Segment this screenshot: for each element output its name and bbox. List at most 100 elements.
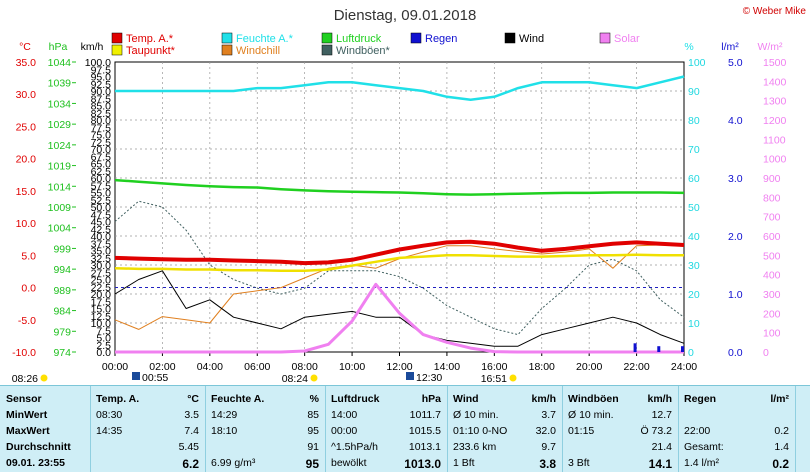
wind-tick-label: 100.0	[85, 57, 111, 69]
rain-bar	[681, 346, 684, 352]
wind-tick-label: 52.5	[91, 195, 112, 207]
temp-tick-label: -10.0	[12, 347, 36, 359]
stats-header: Temp. A.	[96, 393, 140, 405]
stats-sub: 01:15	[568, 425, 595, 437]
humidity-tick-label: 10	[688, 318, 700, 330]
series-line-windben	[114, 200, 685, 336]
wind-tick-label: 92.5	[91, 79, 112, 91]
wind-tick-label: 37.5	[91, 238, 112, 250]
solar-tick-label: 1500	[763, 57, 787, 69]
legend-label: Taupunkt*	[126, 45, 176, 57]
axis-unit: hPa	[49, 41, 68, 53]
stats-row-label: Sensor	[6, 393, 42, 405]
x-tick-label: 18:00	[529, 361, 555, 373]
plot-area	[114, 75, 685, 354]
legend-swatch	[111, 44, 123, 56]
series-line-feuchtea	[115, 75, 685, 101]
pressure-tick-label: 979	[53, 326, 71, 338]
wind-tick-label: 55.0	[91, 188, 112, 200]
humidity-tick-label: 20	[688, 289, 700, 301]
wind-tick-label: 75.0	[91, 130, 112, 142]
stats-unit: %	[309, 393, 319, 405]
stats-value: 3.8	[539, 457, 556, 471]
legend-swatch	[504, 32, 516, 44]
stats-sub: 18:10	[211, 425, 238, 437]
pressure-tick-label: 1039	[48, 78, 72, 90]
stats-row-label: MinWert	[6, 409, 48, 421]
temp-tick-label: 25.0	[16, 121, 37, 133]
temp-tick-label: 5.0	[21, 250, 36, 262]
solar-tick-label: 200	[763, 308, 781, 320]
weather-chart: Dienstag, 09.01.2018 © Weber Mike Temp. …	[12, 6, 807, 385]
series-line-solar	[115, 282, 684, 354]
wind-tick-label: 17.5	[91, 296, 112, 308]
stats-sub: 3 Bft	[568, 457, 590, 469]
humidity-tick-label: 30	[688, 260, 700, 272]
sun-icon	[310, 374, 318, 382]
x-tick-label: 04:00	[197, 361, 223, 373]
stats-value: 0.2	[772, 457, 789, 471]
rain-tick-label: 3.0	[728, 173, 743, 185]
sunrise-time: 08:26	[12, 373, 38, 385]
sun-icon	[509, 374, 517, 382]
series-line-luftdruck	[114, 178, 685, 196]
legend-label: Windböen*	[336, 45, 391, 57]
stats-value: 1.4	[774, 441, 789, 453]
stats-sub: 08:30	[96, 409, 123, 421]
rain-bar	[633, 343, 637, 352]
pressure-tick-label: 1004	[48, 223, 72, 235]
stats-row-label: 09.01. 23:55	[6, 457, 65, 469]
stats-value: 1013.1	[408, 441, 441, 453]
legend-label: Wind	[519, 33, 544, 45]
wind-tick-label: 32.5	[91, 253, 112, 265]
legend-label: Windchill	[236, 45, 280, 57]
temp-tick-label: -5.0	[18, 315, 36, 327]
stats-unit: km/h	[647, 393, 672, 405]
stats-value: 9.7	[541, 441, 556, 453]
stats-header: Regen	[684, 393, 717, 405]
stats-column: Luftdruck hPa 14:00 1011.7 00:00 1015.5 ^1.5hP…	[325, 386, 448, 472]
x-tick-label: 14:00	[434, 361, 460, 373]
legend-label: Feuchte A.*	[236, 33, 294, 45]
pressure-tick-label: 1019	[48, 161, 72, 173]
stats-sub: 01:10 0-NO	[453, 425, 508, 437]
stats-column: Sensor MinWert MaxWert Durchschnitt 09.01. 2…	[0, 386, 91, 472]
wind-tick-label: 62.5	[91, 166, 112, 178]
stats-header: Feuchte A.	[211, 393, 265, 405]
solar-tick-label: 1300	[763, 96, 787, 108]
stats-sub: 00:00	[331, 425, 358, 437]
stats-row-label: MaxWert	[6, 425, 50, 437]
pressure-tick-label: 1009	[48, 202, 72, 214]
wind-tick-label: 12.5	[91, 311, 112, 323]
stats-header: Luftdruck	[331, 393, 380, 405]
stats-unit: °C	[187, 393, 199, 405]
axis-unit: W/m²	[757, 41, 783, 53]
wind-tick-label: 57.5	[91, 180, 112, 192]
stats-sub: Ø 10 min.	[453, 409, 499, 421]
pressure-tick-label: 1034	[48, 98, 72, 110]
stats-column: Windböen km/h Ø 10 min. 12.7 01:15 Ö 73.2 21.4…	[562, 386, 679, 472]
legend-swatch	[221, 32, 233, 44]
rain-tick-label: 2.0	[728, 231, 743, 243]
wind-tick-label: 22.5	[91, 282, 112, 294]
solar-tick-label: 500	[763, 250, 781, 262]
temp-tick-label: 0.0	[21, 283, 36, 295]
solar-tick-label: 0	[763, 347, 769, 359]
temp-tick-label: 10.0	[16, 218, 37, 230]
stats-value: 1011.7	[409, 409, 441, 421]
solar-tick-label: 1000	[763, 154, 787, 166]
x-tick-label: 12:00	[386, 361, 412, 373]
chart-title: Dienstag, 09.01.2018	[334, 7, 477, 24]
stats-value: 12.7	[651, 409, 672, 421]
stats-value: 32.0	[535, 425, 556, 437]
wind-tick-label: 40.0	[91, 231, 112, 243]
temp-tick-label: 35.0	[16, 57, 37, 69]
wind-tick-label: 5.0	[96, 333, 111, 345]
x-tick-label: 08:00	[292, 361, 318, 373]
wind-tick-label: 20.0	[91, 289, 112, 301]
wind-tick-label: 50.0	[91, 202, 112, 214]
pressure-tick-label: 974	[53, 347, 71, 359]
wind-tick-label: 42.5	[91, 224, 112, 236]
x-tick-label: 06:00	[244, 361, 270, 373]
legend-label: Luftdruck	[336, 33, 382, 45]
